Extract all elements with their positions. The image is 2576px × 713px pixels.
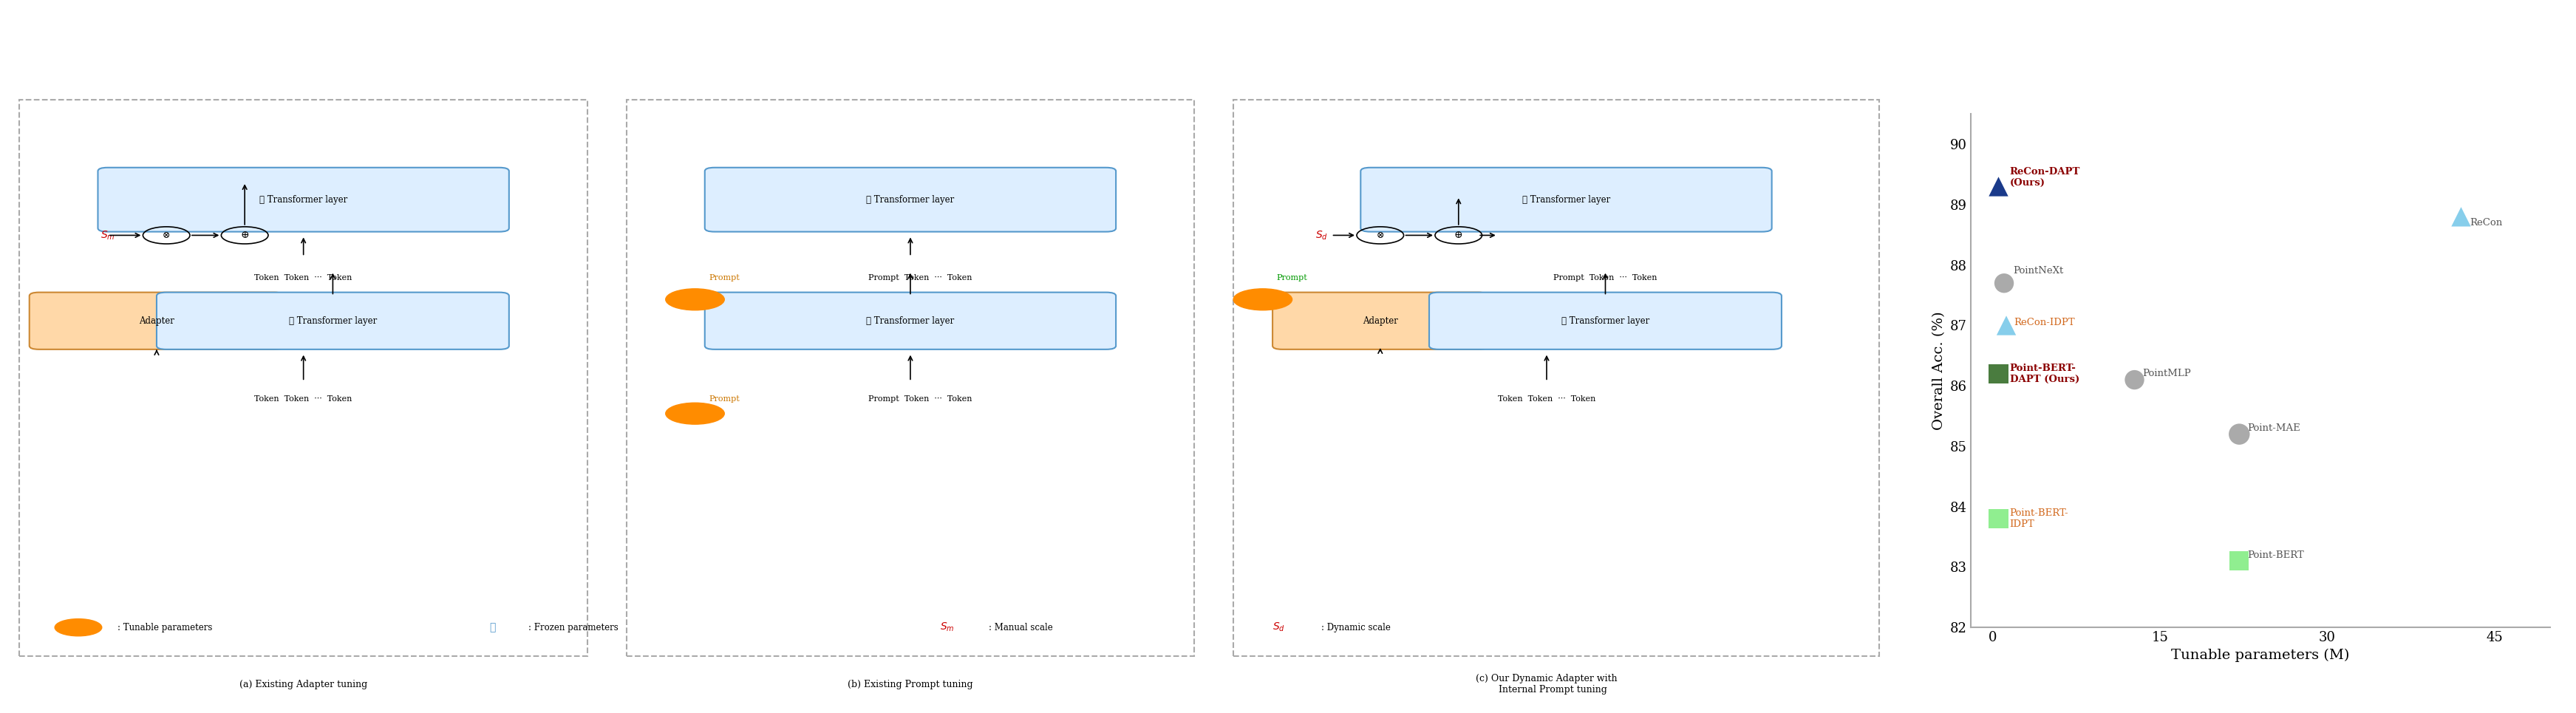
Text: PointNeXt: PointNeXt — [2012, 266, 2063, 276]
FancyBboxPatch shape — [1430, 292, 1783, 349]
Text: ❄ Transformer layer: ❄ Transformer layer — [289, 316, 376, 326]
X-axis label: Tunable parameters (M): Tunable parameters (M) — [2172, 648, 2349, 662]
Text: Point-BERT-
IDPT: Point-BERT- IDPT — [2009, 508, 2069, 529]
Circle shape — [1234, 289, 1293, 310]
Point — [2218, 555, 2259, 567]
Text: $S_d$: $S_d$ — [1273, 622, 1285, 633]
Text: (c) Our Dynamic Adapter with
    Internal Prompt tuning: (c) Our Dynamic Adapter with Internal Pr… — [1476, 674, 1618, 695]
Text: PointMLP: PointMLP — [2143, 369, 2190, 379]
FancyBboxPatch shape — [706, 292, 1115, 349]
Text: Token  Token  ···  Token: Token Token ··· Token — [255, 275, 353, 282]
Text: ⊕: ⊕ — [240, 230, 250, 240]
Point — [2439, 211, 2481, 222]
Text: ⊗: ⊗ — [1376, 230, 1383, 240]
Text: $S_d$: $S_d$ — [1316, 230, 1327, 241]
Text: ❄ Transformer layer: ❄ Transformer layer — [866, 195, 956, 205]
FancyBboxPatch shape — [706, 168, 1115, 232]
Point — [2115, 374, 2156, 386]
Text: Prompt  Token  ···  Token: Prompt Token ··· Token — [868, 275, 971, 282]
Text: ⊕: ⊕ — [1455, 230, 1463, 240]
Text: Point-MAE: Point-MAE — [2246, 424, 2300, 433]
Text: ❄ Transformer layer: ❄ Transformer layer — [260, 195, 348, 205]
Text: Adapter: Adapter — [1363, 316, 1399, 326]
Text: ❄: ❄ — [489, 622, 495, 632]
Text: ❄ Transformer layer: ❄ Transformer layer — [866, 316, 956, 326]
Point — [1978, 368, 2020, 379]
Text: (b) Existing Prompt tuning: (b) Existing Prompt tuning — [848, 679, 974, 689]
Text: $S_m$: $S_m$ — [940, 622, 953, 633]
Point — [1978, 513, 2020, 525]
Y-axis label: Overall Acc. (%): Overall Acc. (%) — [1932, 312, 1945, 430]
FancyBboxPatch shape — [98, 168, 510, 232]
Text: ReCon: ReCon — [2470, 218, 2504, 227]
Point — [1978, 181, 2020, 193]
Text: ReCon-IDPT: ReCon-IDPT — [2014, 317, 2076, 327]
Text: ❄ Transformer layer: ❄ Transformer layer — [1522, 195, 1610, 205]
Text: Token  Token  ···  Token: Token Token ··· Token — [1497, 396, 1595, 403]
Text: ❄ Transformer layer: ❄ Transformer layer — [1561, 316, 1649, 326]
Text: Adapter: Adapter — [139, 316, 175, 326]
Circle shape — [665, 289, 724, 310]
Bar — [626, 100, 1195, 656]
Text: : Frozen parameters: : Frozen parameters — [528, 622, 618, 632]
Circle shape — [54, 619, 103, 636]
FancyBboxPatch shape — [1273, 292, 1489, 349]
FancyBboxPatch shape — [1360, 168, 1772, 232]
Text: : Dynamic scale: : Dynamic scale — [1321, 622, 1391, 632]
FancyBboxPatch shape — [157, 292, 510, 349]
Text: Prompt  Token  ···  Token: Prompt Token ··· Token — [868, 396, 971, 403]
Text: ReCon-DAPT
(Ours): ReCon-DAPT (Ours) — [2009, 167, 2081, 188]
Text: Prompt: Prompt — [1278, 275, 1309, 282]
Bar — [1234, 100, 1880, 656]
Text: Prompt  Token  ···  Token: Prompt Token ··· Token — [1553, 275, 1656, 282]
Text: : Tunable parameters: : Tunable parameters — [118, 622, 211, 632]
Point — [1986, 319, 2027, 331]
Text: ⊗: ⊗ — [162, 230, 170, 240]
Text: $S_m$: $S_m$ — [100, 230, 116, 241]
Text: : Manual scale: : Manual scale — [989, 622, 1054, 632]
Bar — [21, 100, 587, 656]
Text: (a) Existing Adapter tuning: (a) Existing Adapter tuning — [240, 679, 368, 689]
Circle shape — [665, 403, 724, 424]
Point — [2218, 429, 2259, 440]
Text: Prompt: Prompt — [708, 396, 739, 403]
Text: Point-BERT-
DAPT (Ours): Point-BERT- DAPT (Ours) — [2009, 364, 2079, 384]
Text: Prompt: Prompt — [708, 275, 739, 282]
Text: Point-BERT: Point-BERT — [2246, 550, 2303, 560]
FancyBboxPatch shape — [28, 292, 283, 349]
Text: Token  Token  ···  Token: Token Token ··· Token — [255, 396, 353, 403]
Point — [1984, 277, 2025, 289]
